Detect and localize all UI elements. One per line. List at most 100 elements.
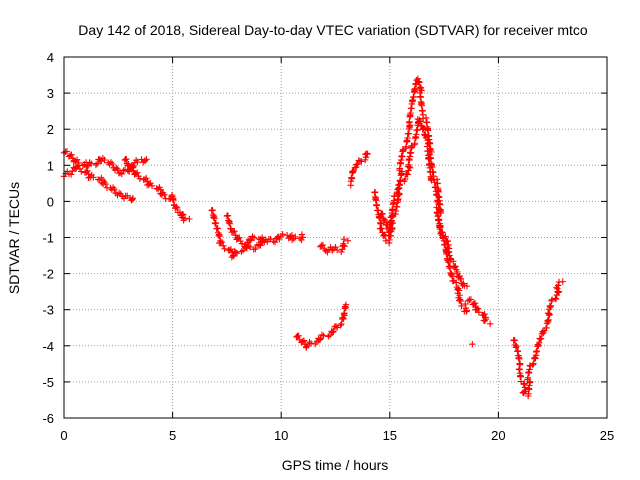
data-point	[238, 240, 246, 247]
x-tick-label: 5	[169, 428, 176, 443]
data-point	[128, 196, 136, 203]
y-tick-label: 2	[47, 122, 54, 137]
data-point	[454, 268, 461, 276]
data-point	[396, 182, 403, 189]
data-point	[552, 295, 559, 302]
data-point	[173, 203, 180, 211]
data-point	[475, 309, 483, 316]
y-tick-label: 0	[47, 194, 54, 209]
data-point	[109, 184, 117, 191]
data-point	[532, 355, 539, 362]
y-tick-label: -5	[42, 375, 54, 390]
x-tick-label: 0	[60, 428, 67, 443]
data-point	[535, 339, 543, 347]
data-point	[513, 342, 520, 350]
data-point	[180, 211, 187, 218]
data-point	[384, 221, 391, 228]
series-track-k	[464, 296, 494, 328]
data-point	[535, 342, 542, 349]
data-point	[250, 234, 258, 241]
data-point	[512, 344, 520, 351]
data-point	[452, 263, 459, 270]
data-point	[181, 215, 189, 222]
data-point	[134, 158, 141, 166]
data-point	[444, 237, 451, 245]
x-tick-label: 10	[274, 428, 288, 443]
data-point	[337, 321, 344, 329]
data-point	[382, 237, 390, 244]
y-tick-label: -6	[42, 411, 54, 426]
data-point	[111, 185, 118, 193]
data-point	[101, 156, 108, 164]
data-point	[342, 301, 350, 308]
data-point	[84, 167, 91, 175]
data-point	[124, 162, 132, 169]
data-point	[134, 169, 141, 176]
data-point	[67, 171, 75, 178]
data-point	[380, 217, 388, 225]
x-axis-label: GPS time / hours	[282, 457, 389, 473]
data-point	[548, 296, 556, 303]
data-point	[236, 234, 243, 241]
data-point	[378, 225, 385, 232]
data-point	[299, 234, 307, 241]
data-point	[279, 231, 286, 238]
data-point	[520, 389, 527, 397]
axis-ticks: 0 5 10 15 20 25 -6 -5 -4 -3 -2 -1 0 1 2 3 4	[42, 50, 614, 443]
data-point	[442, 233, 449, 240]
data-point	[443, 238, 451, 245]
x-tick-label: 20	[491, 428, 505, 443]
data-point	[438, 232, 446, 239]
y-tick-label: -1	[42, 231, 54, 246]
series-track-c	[121, 155, 193, 224]
chart-title: Day 142 of 2018, Sidereal Day-to-day VTE…	[78, 22, 588, 38]
data-point	[102, 180, 109, 188]
data-point	[380, 231, 388, 238]
data-point	[246, 243, 254, 251]
data-point	[537, 335, 545, 342]
data-point	[75, 162, 82, 169]
data-point	[547, 302, 555, 309]
data-point	[295, 332, 302, 339]
data-point	[186, 215, 193, 223]
data-point	[474, 305, 482, 312]
data-point	[482, 316, 490, 323]
data-point	[559, 278, 566, 285]
data-point	[547, 303, 554, 311]
series-track-l	[469, 340, 476, 348]
data-point	[340, 235, 348, 243]
data-point	[350, 167, 357, 175]
data-point	[229, 252, 237, 259]
series-track-e	[223, 212, 267, 248]
data-point	[143, 156, 150, 163]
data-point	[552, 295, 560, 303]
data-point	[358, 158, 365, 165]
y-tick-label: -2	[42, 267, 54, 282]
series-track-m	[510, 278, 566, 400]
data-point	[352, 164, 360, 171]
data-point	[554, 282, 562, 289]
data-point	[404, 171, 411, 178]
series-track-i	[371, 75, 471, 315]
x-tick-label: 15	[383, 428, 397, 443]
data-point	[232, 248, 239, 256]
data-point	[457, 297, 464, 305]
data-point	[362, 151, 369, 158]
data-point	[394, 186, 401, 193]
data-point	[212, 219, 220, 227]
data-point	[123, 155, 130, 163]
data-point	[141, 157, 149, 165]
data-point	[516, 360, 524, 367]
data-point	[529, 361, 537, 369]
data-point	[419, 124, 427, 132]
data-point	[470, 300, 478, 308]
series-track-h	[347, 150, 371, 189]
series-track-j	[377, 115, 471, 290]
data-point	[332, 323, 340, 330]
series-track-d	[208, 206, 307, 261]
data-point	[113, 164, 120, 172]
data-point	[457, 275, 464, 283]
data-point	[292, 233, 299, 241]
data-point	[534, 341, 542, 348]
data-point	[92, 161, 100, 169]
